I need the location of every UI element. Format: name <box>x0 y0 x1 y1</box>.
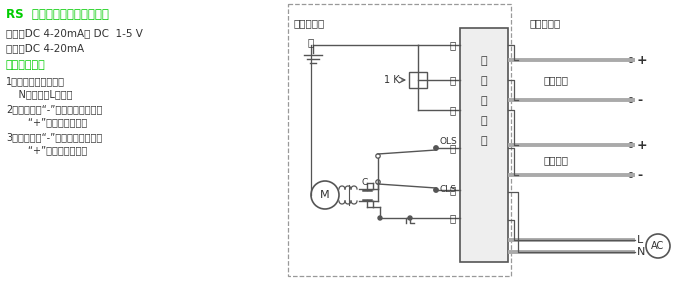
Text: 制: 制 <box>481 116 488 126</box>
Text: “+”接输出信号的正: “+”接输出信号的正 <box>6 145 87 155</box>
Text: CLS: CLS <box>440 185 457 194</box>
Circle shape <box>629 58 633 62</box>
Text: +: + <box>637 139 647 151</box>
Text: M: M <box>320 190 330 200</box>
Text: L: L <box>637 235 643 245</box>
Circle shape <box>434 188 438 192</box>
Text: 红: 红 <box>449 185 456 195</box>
Circle shape <box>629 98 633 102</box>
Text: “+”接输入信号的正: “+”接输入信号的正 <box>6 117 87 127</box>
Text: 执行器内部: 执行器内部 <box>294 18 325 28</box>
Circle shape <box>408 216 412 220</box>
Text: 服: 服 <box>481 76 488 86</box>
Text: 3、输出信号“-”接输出信号的负，: 3、输出信号“-”接输出信号的负， <box>6 132 102 142</box>
Text: 输出：DC 4-20mA: 输出：DC 4-20mA <box>6 43 84 53</box>
Bar <box>460 28 508 262</box>
Text: 黑: 黑 <box>449 143 456 153</box>
Text: -: - <box>637 168 642 181</box>
Circle shape <box>629 173 633 177</box>
Text: 接线端子说明: 接线端子说明 <box>6 60 46 70</box>
Text: N接中线、L接相线: N接中线、L接相线 <box>6 89 73 99</box>
Text: 2、输入信号“-”接输入信号的负，: 2、输入信号“-”接输入信号的负， <box>6 104 103 114</box>
Text: 器: 器 <box>481 136 488 146</box>
Circle shape <box>629 143 633 147</box>
Text: +: + <box>637 53 647 66</box>
Text: -: - <box>637 93 642 106</box>
Circle shape <box>434 146 438 150</box>
Text: 1、电源输入端子的、: 1、电源输入端子的、 <box>6 76 65 86</box>
Text: 花: 花 <box>308 37 314 47</box>
Text: C: C <box>362 178 368 187</box>
Text: N: N <box>637 247 645 257</box>
Text: 蓝: 蓝 <box>449 213 456 223</box>
Text: 粉: 粉 <box>449 40 456 50</box>
Text: OLS: OLS <box>440 137 458 146</box>
Text: 输出信号: 输出信号 <box>543 75 568 85</box>
Text: 紫: 紫 <box>449 75 456 85</box>
Text: RS  带伺服控制器（调节型）: RS 带伺服控制器（调节型） <box>6 8 109 21</box>
Text: 1 K: 1 K <box>384 75 400 85</box>
Text: 控: 控 <box>481 96 488 106</box>
Circle shape <box>378 216 382 220</box>
Text: 输入信号: 输入信号 <box>543 155 568 165</box>
Text: 输入：DC 4-20mA或 DC  1-5 V: 输入：DC 4-20mA或 DC 1-5 V <box>6 28 143 38</box>
Bar <box>409 72 427 88</box>
Text: 伺: 伺 <box>481 56 488 66</box>
Text: 橙: 橙 <box>449 105 456 115</box>
Text: AC: AC <box>651 241 664 251</box>
Text: 执行器外部: 执行器外部 <box>530 18 561 28</box>
